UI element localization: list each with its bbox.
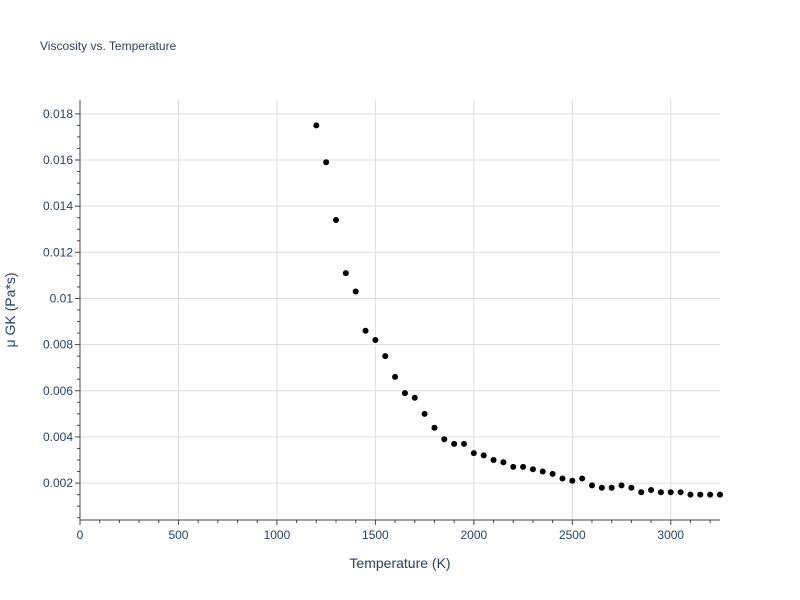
data-point <box>598 484 605 491</box>
data-point <box>421 410 428 417</box>
data-point <box>480 452 487 459</box>
data-point <box>559 475 566 482</box>
data-point <box>431 424 438 431</box>
data-point <box>382 353 389 360</box>
data-point <box>687 491 694 498</box>
data-point <box>677 489 684 496</box>
data-point <box>697 491 704 498</box>
data-point <box>717 491 723 498</box>
y-tick-label: 0.014 <box>43 199 73 213</box>
x-tick-label: 500 <box>168 528 188 542</box>
x-tick-label: 1000 <box>264 528 291 542</box>
data-point <box>372 337 379 343</box>
data-point <box>569 477 576 484</box>
x-tick-label: 1500 <box>362 528 389 542</box>
data-point <box>589 482 595 489</box>
x-tick-label: 2500 <box>559 528 586 542</box>
y-axis-title: μ GK (Pa*s) <box>2 273 18 348</box>
grid-lines <box>80 100 720 520</box>
data-point <box>707 491 714 498</box>
data-point <box>401 390 408 397</box>
chart-title: Viscosity vs. Temperature <box>40 39 177 53</box>
y-tick-label: 0.01 <box>50 291 74 305</box>
y-tick-label: 0.016 <box>43 153 73 167</box>
data-point <box>470 450 477 457</box>
data-point <box>608 484 615 491</box>
x-axis-title: Temperature (K) <box>349 555 450 571</box>
data-point <box>352 288 359 295</box>
data-point <box>529 466 536 473</box>
data-point <box>657 489 664 496</box>
data-point <box>333 217 339 223</box>
data-point <box>549 470 556 477</box>
y-tick-label: 0.006 <box>43 384 73 398</box>
y-tick-label: 0.008 <box>43 338 73 352</box>
y-tick-label: 0.012 <box>43 245 73 259</box>
data-point <box>392 373 399 380</box>
data-point <box>342 270 349 277</box>
y-tick-label: 0.018 <box>43 107 73 121</box>
data-point <box>411 394 418 401</box>
data-point <box>638 489 645 496</box>
data-point <box>648 487 655 493</box>
data-point <box>490 457 497 463</box>
data-point <box>628 484 635 491</box>
data-point <box>500 459 507 466</box>
data-point <box>520 463 527 470</box>
data-point <box>579 475 586 482</box>
x-tick-label: 3000 <box>657 528 684 542</box>
y-tick-label: 0.002 <box>43 476 73 490</box>
data-point <box>510 463 517 470</box>
data-point <box>461 440 467 447</box>
data-point <box>451 440 458 447</box>
data-point <box>362 327 369 334</box>
y-tick-label: 0.004 <box>43 430 73 444</box>
x-tick-label: 2000 <box>460 528 487 542</box>
x-tick-label: 0 <box>77 528 84 542</box>
data-point <box>539 468 546 475</box>
data-point <box>441 436 448 443</box>
data-point <box>323 159 330 166</box>
data-points <box>313 122 723 498</box>
data-point <box>313 122 320 129</box>
axes: 0 500 1000 1500 2000 2500 3000 0.002 0.004 0.006 0… <box>43 100 720 542</box>
data-point <box>667 489 674 496</box>
data-point <box>618 482 625 489</box>
